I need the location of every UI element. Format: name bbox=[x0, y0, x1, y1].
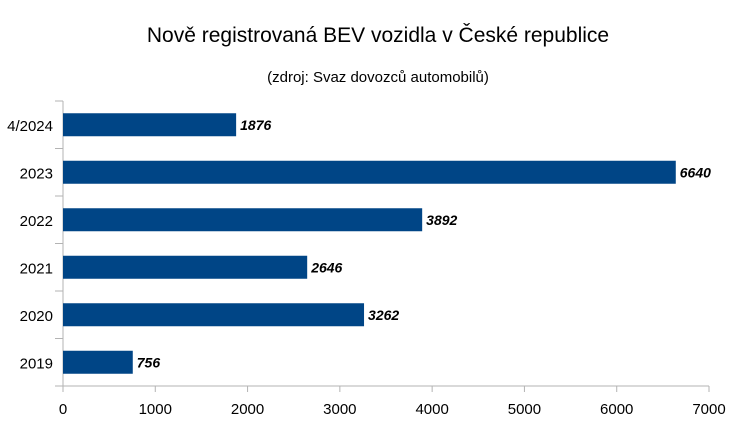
chart-title: Nově registrovaná BEV vozidla v České re… bbox=[147, 24, 609, 47]
y-tick-label: 2022 bbox=[20, 213, 53, 230]
data-label: 2646 bbox=[310, 259, 342, 275]
data-label: 756 bbox=[137, 354, 161, 370]
x-tick-label: 2000 bbox=[231, 401, 264, 418]
bar bbox=[63, 255, 308, 279]
bar bbox=[63, 350, 133, 374]
y-tick-label: 2021 bbox=[20, 260, 53, 277]
data-label: 3892 bbox=[426, 212, 457, 228]
x-tick-label: 6000 bbox=[600, 401, 633, 418]
y-tick-label: 2019 bbox=[20, 355, 53, 372]
y-tick-label: 2023 bbox=[20, 165, 53, 182]
x-tick-label: 0 bbox=[59, 401, 67, 418]
bar bbox=[63, 160, 676, 184]
bar bbox=[63, 303, 365, 327]
y-tick-label: 2020 bbox=[20, 308, 53, 325]
data-label: 3262 bbox=[368, 307, 399, 323]
bar bbox=[63, 208, 423, 232]
y-tick-label: 4/2024 bbox=[7, 118, 53, 135]
x-tick-label: 1000 bbox=[139, 401, 172, 418]
data-label: 1876 bbox=[240, 117, 271, 133]
x-tick-label: 4000 bbox=[415, 401, 448, 418]
bar bbox=[63, 113, 237, 137]
data-label: 6640 bbox=[680, 164, 711, 180]
x-tick-label: 3000 bbox=[323, 401, 356, 418]
chart-subtitle: (zdroj: Svaz dovozců automobilů) bbox=[267, 69, 489, 86]
x-tick-label: 7000 bbox=[692, 401, 725, 418]
x-tick-label: 5000 bbox=[508, 401, 541, 418]
